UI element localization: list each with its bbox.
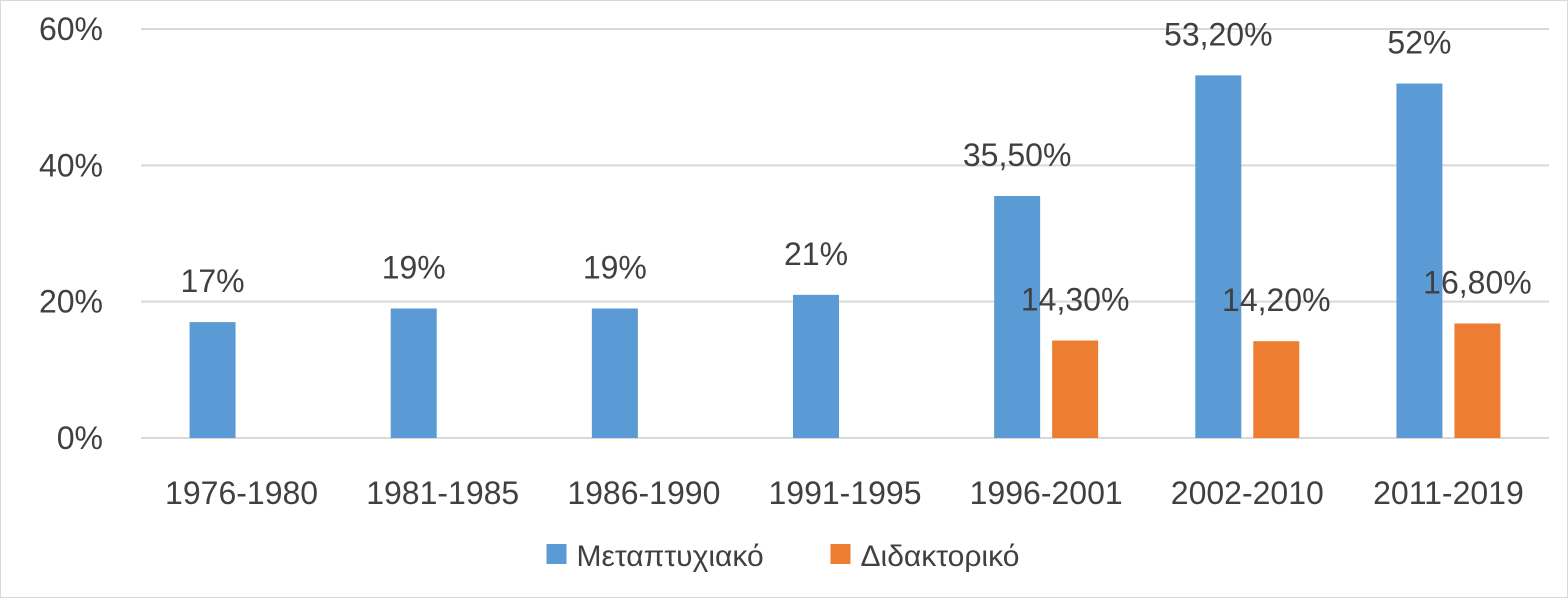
bar-doctorate-2002-2010 — [1253, 341, 1300, 438]
data-label: 16,80% — [1423, 264, 1532, 300]
y-tick-label: 20% — [39, 284, 103, 320]
y-axis-tick-labels: 0% 20% 40% 60% — [39, 11, 103, 456]
x-category-label: 1991-1995 — [768, 475, 921, 511]
legend-label: Διδακτορικό — [861, 540, 1020, 573]
x-category-label: 1981-1985 — [366, 475, 519, 511]
legend-label: Μεταπτυχιακό — [577, 540, 764, 573]
bar-doctorate-2011-2019 — [1454, 323, 1501, 438]
bar-masters-1976-1980 — [189, 322, 236, 438]
x-category-label: 1976-1980 — [165, 475, 318, 511]
x-category-label: 2011-2019 — [1373, 475, 1524, 511]
y-tick-label: 60% — [39, 11, 103, 47]
data-label: 17% — [181, 263, 245, 299]
data-label: 53,20% — [1164, 16, 1273, 52]
y-tick-label: 40% — [39, 147, 103, 183]
data-label: 21% — [784, 236, 848, 272]
x-category-label: 2002-2010 — [1171, 475, 1324, 511]
bar-masters-2011-2019 — [1396, 83, 1443, 439]
bar-masters-2002-2010 — [1195, 75, 1242, 438]
data-label: 19% — [382, 249, 446, 285]
bar-masters-1991-1995 — [793, 294, 839, 438]
data-label: 14,30% — [1021, 282, 1130, 318]
bars — [189, 75, 1501, 439]
gridlines — [141, 28, 1549, 439]
data-label: 14,20% — [1222, 282, 1331, 318]
data-label: 35,50% — [963, 137, 1072, 173]
bar-masters-1986-1990 — [591, 308, 638, 438]
x-category-label: 1986-1990 — [567, 475, 720, 511]
data-label: 52% — [1387, 25, 1451, 61]
x-category-label: 1996-2001 — [970, 475, 1123, 511]
bar-masters-1981-1985 — [390, 308, 437, 438]
legend: Μεταπτυχιακό Διδακτορικό — [546, 540, 1020, 573]
y-tick-label: 0% — [57, 420, 103, 456]
data-labels: 17% 19% 19% 21% 35,50% 14,30% 53,20% 14,20% 52% 1… — [181, 16, 1532, 318]
bar-masters-1996-2001 — [994, 196, 1041, 438]
x-axis-category-labels: 1976-1980 1981-1985 1986-1990 1991-1995 1996… — [165, 475, 1524, 511]
legend-swatch — [546, 544, 567, 564]
legend-swatch — [830, 544, 851, 564]
data-label: 19% — [583, 249, 647, 285]
bar-doctorate-1996-2001 — [1052, 340, 1099, 438]
